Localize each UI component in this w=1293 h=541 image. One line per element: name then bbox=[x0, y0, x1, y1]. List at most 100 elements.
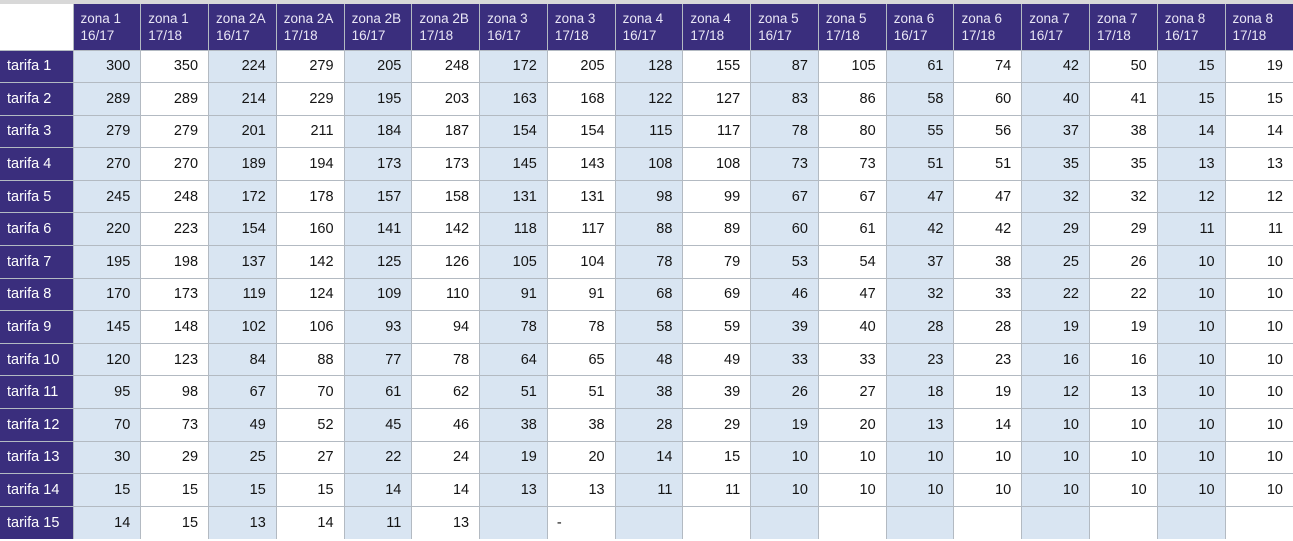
data-cell: 14 bbox=[275, 505, 345, 539]
column-header: zona 3 17/18 bbox=[546, 2, 616, 51]
data-cell: 10 bbox=[885, 473, 955, 507]
data-cell: 15 bbox=[72, 473, 142, 507]
data-cell: 73 bbox=[817, 147, 887, 181]
data-cell: 172 bbox=[479, 49, 548, 84]
data-cell: 195 bbox=[343, 82, 413, 116]
data-cell: 23 bbox=[885, 342, 955, 377]
data-cell: 77 bbox=[343, 342, 413, 377]
data-cell: 50 bbox=[1088, 49, 1158, 84]
data-cell: 10 bbox=[1224, 408, 1293, 442]
season-label: 17/18 bbox=[961, 28, 996, 43]
data-cell: 32 bbox=[885, 277, 955, 312]
data-cell: 28 bbox=[885, 310, 955, 344]
data-cell: 13 bbox=[411, 505, 481, 539]
data-cell: 56 bbox=[953, 114, 1023, 149]
data-cell: 279 bbox=[275, 49, 345, 84]
data-cell: 119 bbox=[208, 277, 277, 312]
data-cell: 15 bbox=[140, 473, 210, 507]
zona-label: zona 7 bbox=[1029, 11, 1070, 26]
table-row: tarifa 11 95 98 67 70 61 62 51 51 38 39 26 27 18 19 12 1… bbox=[0, 375, 1293, 410]
data-cell: 145 bbox=[479, 147, 548, 181]
data-cell bbox=[682, 505, 752, 539]
header-row: zona 1 16/17 zona 1 17/18 zona 2A 16/17 zona 2… bbox=[0, 2, 1293, 51]
data-cell: 53 bbox=[750, 245, 819, 279]
data-cell: 60 bbox=[953, 82, 1023, 116]
data-cell: 79 bbox=[682, 245, 752, 279]
data-cell: 13 bbox=[1224, 147, 1293, 181]
data-cell: 22 bbox=[343, 440, 413, 475]
data-cell: 15 bbox=[208, 473, 277, 507]
data-cell: 10 bbox=[1156, 408, 1226, 442]
data-cell: 42 bbox=[885, 212, 955, 247]
data-cell: 27 bbox=[275, 440, 345, 475]
data-cell: 19 bbox=[1224, 49, 1293, 84]
data-cell: 78 bbox=[750, 114, 819, 149]
data-cell: 123 bbox=[140, 342, 210, 377]
data-cell: 154 bbox=[479, 114, 548, 149]
data-cell: 201 bbox=[208, 114, 277, 149]
data-cell: 245 bbox=[72, 179, 142, 214]
data-cell: 173 bbox=[343, 147, 413, 181]
data-cell: 42 bbox=[953, 212, 1023, 247]
data-cell: 154 bbox=[546, 114, 616, 149]
data-cell: 29 bbox=[1088, 212, 1158, 247]
data-cell: 19 bbox=[953, 375, 1023, 410]
season-label: 16/17 bbox=[351, 28, 386, 43]
data-cell: 10 bbox=[1021, 473, 1090, 507]
data-cell: 14 bbox=[411, 473, 481, 507]
data-cell: 14 bbox=[343, 473, 413, 507]
data-cell: 87 bbox=[750, 49, 819, 84]
season-label: 16/17 bbox=[487, 28, 521, 43]
data-cell: 23 bbox=[953, 342, 1023, 377]
season-label: 16/17 bbox=[1029, 28, 1064, 43]
data-cell: 170 bbox=[72, 277, 142, 312]
data-cell: 49 bbox=[208, 408, 277, 442]
column-header: zona 6 16/17 bbox=[885, 2, 955, 51]
data-cell: 158 bbox=[411, 179, 481, 214]
data-cell: 61 bbox=[885, 49, 955, 84]
table-row: tarifa 3 279 279 201 211 184 187 154 154 115 117 78… bbox=[0, 114, 1293, 149]
table-row: tarifa 1 300 350 224 279 205 248 172 205 128 155 87… bbox=[0, 49, 1293, 84]
data-cell: 58 bbox=[614, 310, 684, 344]
data-cell: 10 bbox=[1021, 408, 1090, 442]
data-cell: 18 bbox=[885, 375, 955, 410]
data-cell: 12 bbox=[1224, 179, 1293, 214]
data-cell: 45 bbox=[343, 408, 413, 442]
data-cell: 47 bbox=[953, 179, 1023, 214]
data-cell: 10 bbox=[885, 440, 955, 475]
data-cell: 211 bbox=[275, 114, 345, 149]
data-cell: 128 bbox=[614, 49, 684, 84]
data-cell bbox=[750, 505, 819, 539]
data-cell: 10 bbox=[1088, 440, 1158, 475]
data-cell: 10 bbox=[1156, 277, 1226, 312]
season-label: 16/17 bbox=[758, 28, 792, 43]
zona-label: zona 7 bbox=[1096, 11, 1138, 26]
row-label: tarifa 4 bbox=[0, 147, 74, 181]
data-cell: 248 bbox=[411, 49, 481, 84]
season-label: 17/18 bbox=[825, 28, 860, 43]
season-label: 17/18 bbox=[283, 28, 318, 43]
data-cell: 39 bbox=[750, 310, 819, 344]
column-header: zona 5 16/17 bbox=[750, 2, 819, 51]
row-label: tarifa 2 bbox=[0, 82, 74, 116]
data-cell: 10 bbox=[1224, 473, 1293, 507]
data-cell: 86 bbox=[817, 82, 887, 116]
data-cell: 65 bbox=[546, 342, 616, 377]
data-cell: 160 bbox=[275, 212, 345, 247]
data-cell: 29 bbox=[682, 408, 752, 442]
data-cell: 108 bbox=[682, 147, 752, 181]
data-cell: 47 bbox=[885, 179, 955, 214]
data-cell: 13 bbox=[1088, 375, 1158, 410]
column-header: zona 7 17/18 bbox=[1088, 2, 1158, 51]
zona-label: zona 1 bbox=[80, 11, 122, 26]
data-cell: 10 bbox=[1088, 473, 1158, 507]
data-cell: 137 bbox=[208, 245, 277, 279]
data-cell: 120 bbox=[72, 342, 142, 377]
data-cell: 224 bbox=[208, 49, 277, 84]
data-cell: 47 bbox=[817, 277, 887, 312]
data-cell: 19 bbox=[750, 408, 819, 442]
data-cell: 11 bbox=[1156, 212, 1226, 247]
data-cell: 16 bbox=[1021, 342, 1090, 377]
data-cell: 10 bbox=[1224, 342, 1293, 377]
data-cell: 115 bbox=[614, 114, 684, 149]
